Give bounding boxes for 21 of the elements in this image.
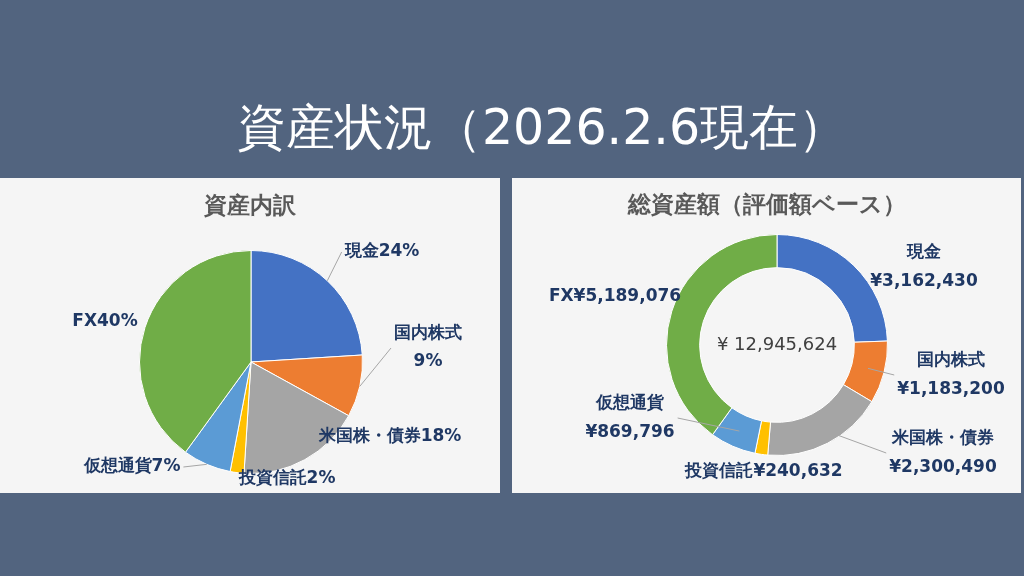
slice-label: FX¥5,189,076 <box>548 285 682 306</box>
text: ¥ 12,945,624 <box>716 332 838 354</box>
data-label: ¥1,183,200 <box>897 377 1005 398</box>
slice-label: 国内株式 <box>394 322 462 343</box>
slice-label: 投資信託¥240,632 <box>684 460 843 481</box>
slice-label: 現金 <box>906 240 941 261</box>
chart-title: 総資産額（評価額ベース） <box>626 190 906 217</box>
data-label: ¥869,796 <box>585 420 675 441</box>
slice-label: 現金24% <box>343 240 420 261</box>
slice-label: FX40% <box>72 310 138 331</box>
text: 資産状況（2026.2.6現在） <box>235 99 849 157</box>
slice-label: 投資信託2% <box>237 467 336 488</box>
slice-label: 仮想通貨7% <box>82 455 181 476</box>
data-label: 9% <box>413 350 443 371</box>
data-label: ¥3,162,430 <box>870 269 978 290</box>
chart-title: 資産内訳 <box>203 191 297 218</box>
slice-label: 米国株・債券18% <box>317 425 462 446</box>
slice-label: 仮想通貨 <box>595 391 664 412</box>
data-label: ¥2,300,490 <box>889 455 997 476</box>
slice-label: 国内株式 <box>917 348 985 369</box>
slice-label: 米国株・債券 <box>891 426 994 447</box>
